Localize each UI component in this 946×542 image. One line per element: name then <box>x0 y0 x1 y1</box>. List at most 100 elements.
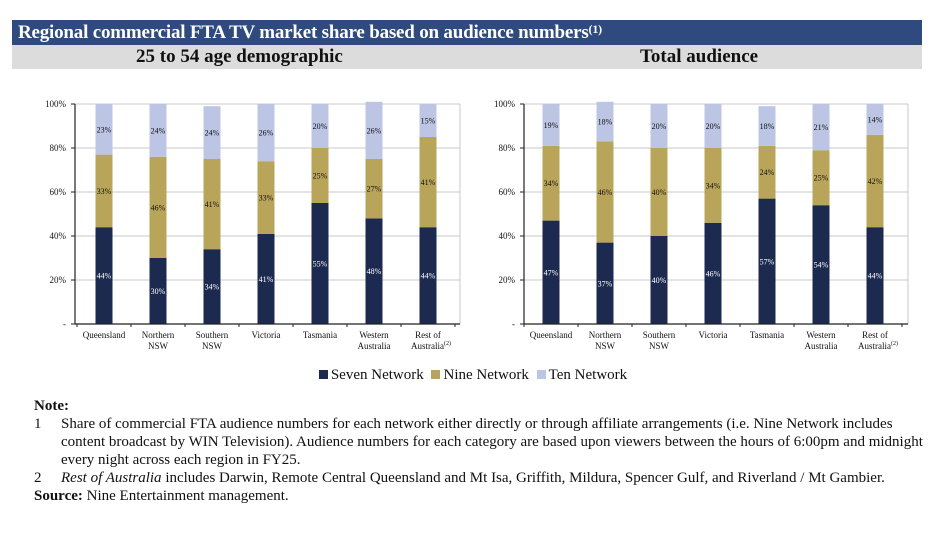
right-x-tick-label: Western <box>806 330 836 340</box>
right-bar-seven <box>596 242 614 324</box>
notes-section: Note: 1 Share of commercial FTA audience… <box>34 397 924 505</box>
right-bar-ten <box>542 104 560 146</box>
left-bar-ten <box>149 104 167 157</box>
stacked-bar-charts: 44% 33% 23% 30% 46% 24% 34% 41% 24% 41% 33% 26% 55% 2… <box>45 99 909 351</box>
source-text: Nine Entertainment management. <box>82 488 289 504</box>
legend-label-ten: Ten Network <box>548 367 628 383</box>
left-data-label-ten: 15% <box>421 117 436 126</box>
left-y-tick-label: - <box>63 319 66 329</box>
left-x-tick-label: NSW <box>202 341 223 351</box>
left-data-label-seven: 48% <box>367 267 382 276</box>
left-x-tick-label: Australia <box>358 341 391 351</box>
right-x-tick-label: Queensland <box>530 330 573 340</box>
right-y-tick-label: 60% <box>499 187 516 197</box>
left-data-label-nine: 46% <box>151 203 166 212</box>
left-y-tick-label: 100% <box>45 99 67 109</box>
left-x-tick-label: NSW <box>148 341 169 351</box>
legend-swatch-seven <box>318 370 328 379</box>
right-bar-ten <box>704 104 722 148</box>
left-data-label-nine: 41% <box>205 200 220 209</box>
note-1-number: 1 <box>34 416 42 432</box>
note-2-number: 2 <box>34 470 42 486</box>
legend-label-seven: Seven Network <box>330 367 424 383</box>
left-x-tick-footnote: (2) <box>444 340 451 347</box>
left-bar-nine <box>311 148 329 203</box>
right-bar-nine <box>704 148 722 223</box>
legend-item-seven: Seven Network <box>318 367 424 384</box>
left-data-label-seven: 41% <box>259 275 274 284</box>
right-x-tick-label: Tasmania <box>750 330 784 340</box>
left-x-tick-label: Western <box>359 330 389 340</box>
chart-subheader: 25 to 54 age demographic Total audience <box>12 45 922 69</box>
left-x-tick-label: Queensland <box>83 330 126 340</box>
left-bar-ten <box>203 106 221 159</box>
left-bar-nine <box>95 154 113 228</box>
right-bar-nine <box>866 134 884 228</box>
right-bar-ten <box>596 101 614 142</box>
left-data-label-nine: 25% <box>313 172 328 181</box>
right-data-label-nine: 40% <box>652 188 667 197</box>
left-data-label-ten: 24% <box>205 129 220 138</box>
right-bar-ten <box>812 104 830 151</box>
right-data-label-ten: 20% <box>706 122 721 131</box>
right-data-label-seven: 47% <box>544 268 559 277</box>
right-bar-ten <box>650 104 668 148</box>
right-data-label-seven: 54% <box>814 261 829 270</box>
right-data-label-seven: 37% <box>598 279 613 288</box>
left-bar-seven <box>419 227 437 324</box>
right-x-tick-label: Rest of <box>862 330 888 340</box>
right-x-tick-label: NSW <box>649 341 670 351</box>
right-y-tick-label: 100% <box>494 99 516 109</box>
left-bar-seven <box>149 258 167 324</box>
left-data-label-nine: 27% <box>367 185 382 194</box>
left-data-label-seven: 30% <box>151 287 166 296</box>
notes-title: Note: <box>34 398 69 414</box>
legend-item-ten: Ten Network <box>536 367 628 384</box>
left-data-label-nine: 33% <box>97 187 112 196</box>
right-data-label-nine: 24% <box>760 168 775 177</box>
right-bar-seven <box>542 220 560 324</box>
left-bar-nine <box>419 137 437 228</box>
left-x-tick-label: Northern <box>142 330 175 340</box>
left-data-label-ten: 20% <box>313 122 328 131</box>
left-bar-ten <box>365 101 383 159</box>
left-data-label-nine: 41% <box>421 178 436 187</box>
right-x-tick-label: Southern <box>643 330 676 340</box>
right-x-tick-footnote: (2) <box>891 340 898 347</box>
left-bar-ten <box>311 104 329 148</box>
left-y-tick-label: 40% <box>50 231 67 241</box>
right-data-label-nine: 34% <box>706 181 721 190</box>
left-data-label-seven: 44% <box>97 272 112 281</box>
right-y-tick-label: 80% <box>499 143 516 153</box>
right-x-tick-label: Australia <box>805 341 838 351</box>
right-data-label-seven: 44% <box>868 272 883 281</box>
left-bar-ten <box>419 104 437 137</box>
right-y-tick-label: - <box>512 319 515 329</box>
right-data-label-ten: 18% <box>760 122 775 131</box>
legend-item-nine: Nine Network <box>431 367 529 384</box>
note-1: 1 Share of commercial FTA audience numbe… <box>34 415 924 469</box>
left-bar-ten <box>95 104 113 155</box>
right-data-label-ten: 19% <box>544 121 559 130</box>
left-bar-seven <box>203 249 221 324</box>
left-x-tick-label: Australia(2) <box>411 340 451 351</box>
left-data-label-seven: 34% <box>205 283 220 292</box>
left-bar-seven <box>95 227 113 324</box>
right-data-label-nine: 25% <box>814 174 829 183</box>
note-2-text: includes Darwin, Remote Central Queensla… <box>161 470 885 486</box>
right-data-label-seven: 40% <box>652 276 667 285</box>
right-bar-nine <box>812 150 830 206</box>
left-y-tick-label: 80% <box>50 143 67 153</box>
left-bar-seven <box>365 218 383 324</box>
left-y-tick-label: 20% <box>50 275 67 285</box>
left-data-label-ten: 26% <box>367 126 382 135</box>
right-bar-nine <box>650 148 668 236</box>
header-footnote-marker: (1) <box>588 22 603 36</box>
right-bar-seven <box>650 236 668 324</box>
left-data-label-ten: 23% <box>97 125 112 134</box>
left-x-tick-label: Southern <box>196 330 229 340</box>
left-bar-ten <box>257 104 275 162</box>
right-data-label-nine: 42% <box>868 177 883 186</box>
right-x-tick-label: Australia(2) <box>858 340 898 351</box>
right-bar-seven <box>866 227 884 324</box>
